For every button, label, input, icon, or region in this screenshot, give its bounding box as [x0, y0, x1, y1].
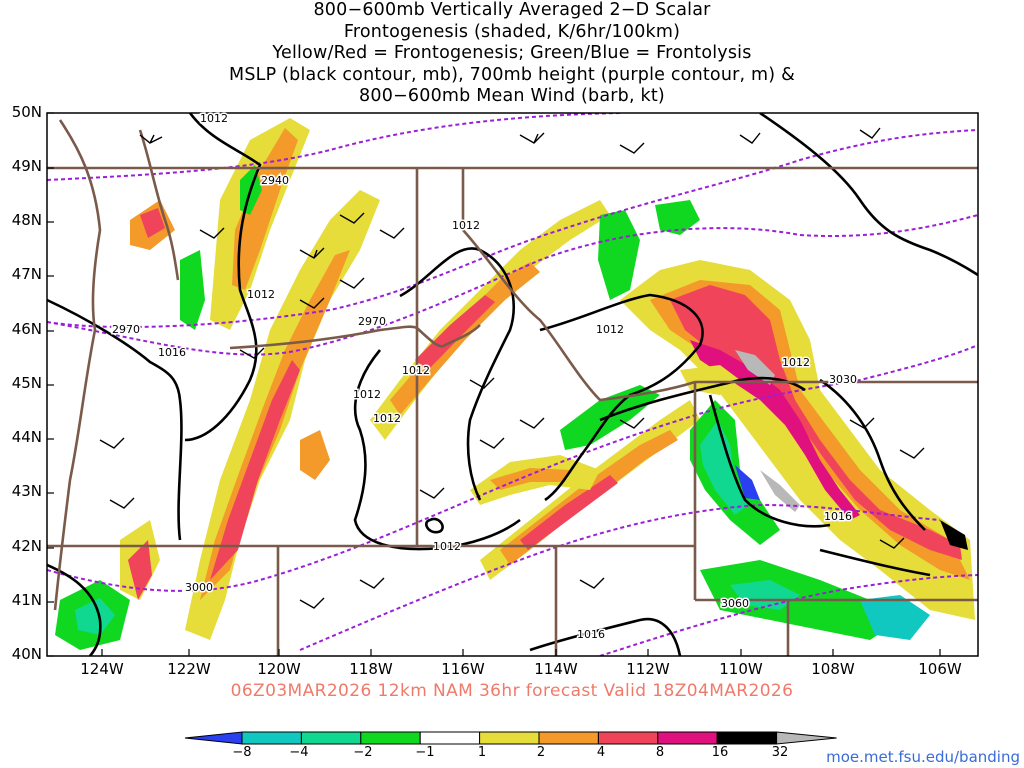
lat-label: 43N: [11, 482, 42, 500]
colorbar-label: 2: [536, 745, 546, 760]
title-line-3: Yellow/Red = Frontogenesis; Green/Blue =…: [272, 43, 752, 64]
colorbar-segment: [241, 731, 302, 745]
wind-barbs: [99, 127, 925, 609]
colorbar-segment: [538, 731, 599, 745]
colorbar-segment: [716, 731, 778, 745]
lon-label: 120W: [257, 660, 301, 678]
lat-label: 46N: [11, 320, 42, 338]
lat-label: 49N: [11, 157, 42, 175]
lon-label: 106W: [918, 660, 962, 678]
colorbar-segment: [419, 731, 481, 745]
axis-ticks: [47, 112, 941, 657]
colorbar-label: 1: [477, 745, 487, 760]
lat-label: 45N: [11, 374, 42, 392]
lat-label: 40N: [11, 645, 42, 663]
height-contours: [47, 113, 978, 656]
political-borders: [47, 119, 978, 656]
height-contour-label: 2970: [358, 315, 386, 328]
colorbar-segment: [360, 731, 421, 745]
height-contour-label: 3000: [185, 581, 213, 594]
height-contour-label: 2970: [112, 323, 140, 336]
colorbar-segment: [479, 731, 540, 745]
colorbar-label: 32: [771, 745, 789, 760]
title-line-1: 800−600mb Vertically Averaged 2−D Scalar: [313, 0, 711, 20]
mslp-contour-label: 1012: [200, 112, 228, 125]
colorbar-arrow-right: [776, 731, 837, 745]
map-field: [47, 113, 978, 656]
mslp-contour-label: 1012: [782, 356, 810, 369]
mslp-contour-label: 1012: [247, 288, 275, 301]
contour-labels: 1012 1012 1012 1012 1012 1012 1012 1012 1012 1016…: [111, 111, 859, 643]
colorbar-label: −2: [353, 745, 373, 760]
colorbar-arrow-left: [184, 731, 243, 745]
height-contour-label: 3030: [829, 373, 857, 386]
mslp-contour-label: 1016: [577, 628, 605, 641]
colorbar-label: −8: [232, 745, 252, 760]
forecast-valid-line: 06Z03MAR2026 12km NAM 36hr forecast Vali…: [230, 681, 794, 701]
colorbar-label: −4: [289, 745, 309, 760]
title-line-5: 800−600mb Mean Wind (barb, kt): [359, 86, 665, 107]
lon-label: 108W: [811, 660, 855, 678]
lat-label: 42N: [11, 537, 42, 555]
lat-label: 47N: [11, 265, 42, 283]
map-title: 800−600mb Vertically Averaged 2−D Scalar…: [0, 0, 1024, 108]
lon-label: 116W: [441, 660, 485, 678]
lon-label: 114W: [534, 660, 578, 678]
mslp-contour-label: 1012: [452, 219, 480, 232]
colorbar-label: 8: [655, 745, 665, 760]
colorbar-label: 4: [596, 745, 606, 760]
title-line-4: MSLP (black contour, mb), 700mb height (…: [229, 64, 795, 85]
mslp-contour-label: 1012: [596, 323, 624, 336]
colorbar-segment: [657, 731, 718, 745]
lat-label: 50N: [11, 103, 42, 121]
lat-label: 48N: [11, 211, 42, 229]
lat-label: 44N: [11, 428, 42, 446]
mslp-contour-label: 1012: [353, 388, 381, 401]
mslp-contour-label: 1016: [158, 346, 186, 359]
mslp-contour-label: 1012: [373, 412, 401, 425]
height-contour-label: 3060: [721, 597, 749, 610]
lon-label: 110W: [719, 660, 763, 678]
lon-label: 122W: [167, 660, 211, 678]
mslp-contour-label: 1012: [402, 364, 430, 377]
colorbar-segment: [300, 731, 362, 745]
mslp-contour-label: 1016: [824, 510, 852, 523]
lon-label: 124W: [80, 660, 124, 678]
colorbar-label: −1: [415, 745, 435, 760]
lon-label: 112W: [626, 660, 670, 678]
height-contour-label: 2940: [261, 174, 289, 187]
colorbar-label: 16: [711, 745, 729, 760]
credit-link[interactable]: moe.met.fsu.edu/banding: [826, 748, 1020, 766]
frontogenesis-shading: [55, 118, 975, 650]
title-line-2: Frontogenesis (shaded, K/6hr/100km): [343, 21, 681, 42]
colorbar: [184, 731, 837, 745]
mslp-contour-label: 1012: [433, 540, 461, 553]
lat-label: 41N: [11, 591, 42, 609]
lon-label: 118W: [349, 660, 393, 678]
colorbar-segment: [597, 731, 659, 745]
